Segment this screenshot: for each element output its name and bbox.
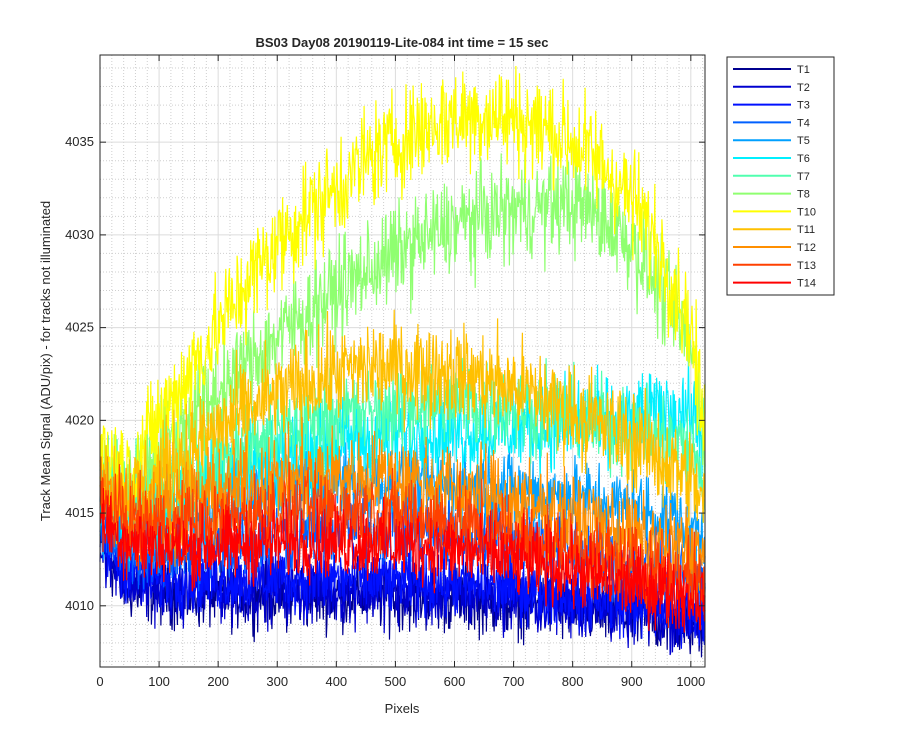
axes-box <box>99 54 706 668</box>
y-tick-label: 4020 <box>65 412 94 427</box>
y-tick-label: 4025 <box>65 320 94 335</box>
legend-label-T11: T11 <box>797 224 815 236</box>
legend-label-T3: T3 <box>797 100 810 112</box>
y-tick-label: 4010 <box>65 598 94 613</box>
series-lines <box>99 65 706 658</box>
x-tick-label: 600 <box>444 674 466 689</box>
legend-label-T7: T7 <box>797 171 810 183</box>
legend: T1 T2 T3 T4 T5 T6 T7 T8 T10 T11 T12 T13 T14 <box>726 56 835 296</box>
x-tick-label: 200 <box>207 674 229 689</box>
legend-label-T4: T4 <box>797 117 810 129</box>
y-axis-label: Track Mean Signal (ADU/pix) - for tracks… <box>38 201 53 521</box>
x-tick-label: 400 <box>325 674 347 689</box>
legend-label-T2: T2 <box>797 82 810 94</box>
x-axis-label: Pixels <box>385 701 420 716</box>
y-tick-label: 4030 <box>65 227 94 242</box>
legend-label-T1: T1 <box>797 64 810 76</box>
series-line-T11 <box>99 309 706 546</box>
legend-label-T13: T13 <box>797 260 816 272</box>
series-line-T10 <box>99 65 706 523</box>
series-line-T13 <box>99 461 706 629</box>
x-tick-label: 800 <box>562 674 584 689</box>
x-tick-label: 0 <box>96 674 103 689</box>
x-tick-label: 300 <box>266 674 288 689</box>
x-tick-label: 700 <box>503 674 525 689</box>
legend-label-T6: T6 <box>797 153 810 165</box>
axis-ticks: 0 100 200 300 400 500 600 700 800 900 1000 4010 4015… <box>65 55 705 689</box>
legend-label-T5: T5 <box>797 135 810 147</box>
y-tick-label: 4015 <box>65 505 94 520</box>
x-tick-label: 900 <box>621 674 643 689</box>
legend-label-T10: T10 <box>797 206 816 218</box>
x-tick-label: 500 <box>385 674 407 689</box>
series-line-T14 <box>99 487 706 633</box>
legend-label-T8: T8 <box>797 189 810 201</box>
y-tick-label: 4035 <box>65 134 94 149</box>
legend-label-T12: T12 <box>797 242 816 254</box>
x-tick-label: 100 <box>148 674 170 689</box>
x-tick-label: 1000 <box>676 674 705 689</box>
plot-area: 0 100 200 300 400 500 600 700 800 900 1000 4010 4015… <box>65 54 706 689</box>
chart-title: BS03 Day08 20190119-Lite-084 int time = … <box>255 35 548 50</box>
series-line-T3 <box>99 505 706 649</box>
legend-label-T14: T14 <box>797 278 816 290</box>
